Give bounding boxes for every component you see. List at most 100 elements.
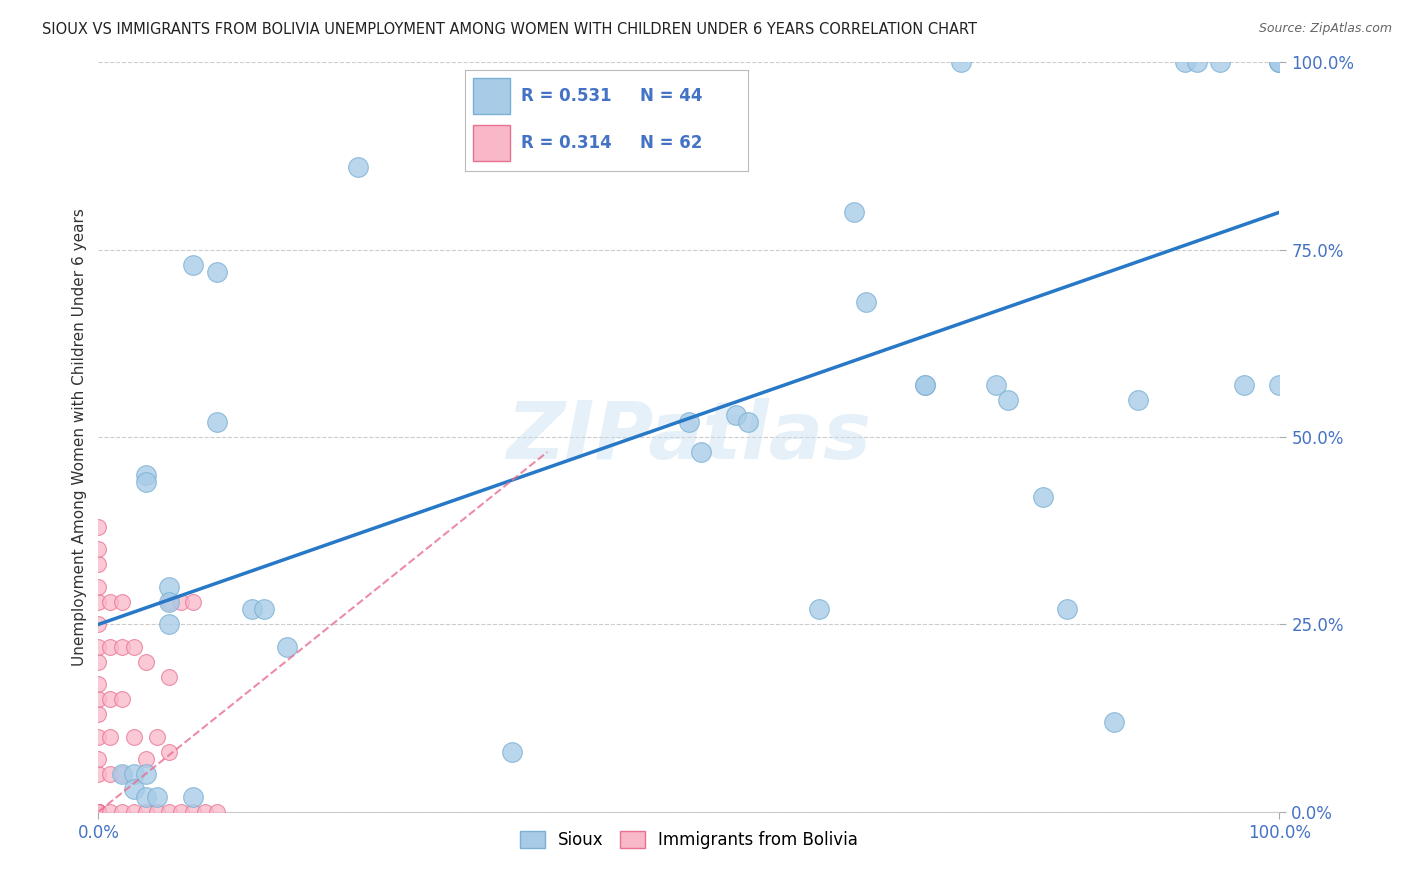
- Point: [111, 595, 134, 609]
- Point: [87, 805, 110, 819]
- Point: [146, 730, 169, 744]
- Point: [87, 692, 110, 706]
- Point: [135, 655, 157, 669]
- Point: [98, 595, 121, 609]
- Point: [87, 767, 110, 781]
- Point: [1268, 55, 1291, 70]
- Point: [87, 542, 110, 557]
- Text: ZIPatlas: ZIPatlas: [506, 398, 872, 476]
- Point: [87, 730, 110, 744]
- Text: SIOUX VS IMMIGRANTS FROM BOLIVIA UNEMPLOYMENT AMONG WOMEN WITH CHILDREN UNDER 6 : SIOUX VS IMMIGRANTS FROM BOLIVIA UNEMPLO…: [42, 22, 977, 37]
- Point: [87, 805, 110, 819]
- Point: [170, 805, 193, 819]
- Point: [157, 670, 180, 684]
- Point: [181, 595, 204, 609]
- Point: [98, 730, 121, 744]
- Point: [111, 692, 134, 706]
- Point: [87, 805, 110, 819]
- Point: [205, 415, 228, 429]
- Point: [87, 752, 110, 766]
- Point: [87, 805, 110, 819]
- Point: [501, 745, 523, 759]
- Point: [135, 752, 157, 766]
- Point: [997, 392, 1019, 407]
- Point: [87, 805, 110, 819]
- Text: Source: ZipAtlas.com: Source: ZipAtlas.com: [1258, 22, 1392, 36]
- Point: [98, 692, 121, 706]
- Point: [122, 782, 145, 797]
- Point: [205, 265, 228, 279]
- Point: [87, 805, 110, 819]
- Point: [87, 805, 110, 819]
- Point: [111, 767, 134, 781]
- Point: [111, 805, 134, 819]
- Point: [87, 640, 110, 654]
- Point: [181, 789, 204, 804]
- Point: [689, 445, 711, 459]
- Point: [87, 655, 110, 669]
- Point: [157, 745, 180, 759]
- Point: [87, 558, 110, 572]
- Point: [844, 205, 866, 219]
- Point: [170, 595, 193, 609]
- Point: [122, 640, 145, 654]
- Point: [181, 805, 204, 819]
- Point: [914, 377, 936, 392]
- Point: [87, 617, 110, 632]
- Point: [146, 789, 169, 804]
- Point: [1126, 392, 1149, 407]
- Point: [135, 789, 157, 804]
- Point: [1056, 602, 1078, 616]
- Point: [87, 805, 110, 819]
- Point: [1268, 55, 1291, 70]
- Point: [87, 707, 110, 722]
- Point: [122, 805, 145, 819]
- Point: [87, 595, 110, 609]
- Point: [135, 475, 157, 489]
- Point: [87, 580, 110, 594]
- Point: [87, 677, 110, 691]
- Point: [87, 805, 110, 819]
- Point: [98, 767, 121, 781]
- Legend: Sioux, Immigrants from Bolivia: Sioux, Immigrants from Bolivia: [513, 824, 865, 855]
- Point: [122, 730, 145, 744]
- Point: [146, 805, 169, 819]
- Point: [122, 767, 145, 781]
- Point: [135, 467, 157, 482]
- Point: [181, 258, 204, 272]
- Point: [87, 805, 110, 819]
- Point: [807, 602, 830, 616]
- Point: [205, 805, 228, 819]
- Point: [87, 805, 110, 819]
- Point: [87, 805, 110, 819]
- Point: [1102, 714, 1125, 729]
- Point: [157, 805, 180, 819]
- Point: [87, 805, 110, 819]
- Point: [157, 580, 180, 594]
- Point: [276, 640, 298, 654]
- Point: [157, 595, 180, 609]
- Point: [1209, 55, 1232, 70]
- Point: [135, 767, 157, 781]
- Point: [855, 295, 877, 310]
- Point: [135, 805, 157, 819]
- Point: [87, 805, 110, 819]
- Point: [240, 602, 263, 616]
- Point: [1268, 55, 1291, 70]
- Point: [1185, 55, 1208, 70]
- Point: [87, 805, 110, 819]
- Point: [949, 55, 972, 70]
- Point: [98, 805, 121, 819]
- Point: [157, 617, 180, 632]
- Point: [1174, 55, 1197, 70]
- Point: [194, 805, 217, 819]
- Point: [253, 602, 276, 616]
- Point: [157, 595, 180, 609]
- Point: [678, 415, 700, 429]
- Point: [1032, 490, 1054, 504]
- Point: [87, 805, 110, 819]
- Point: [737, 415, 759, 429]
- Point: [725, 408, 748, 422]
- Point: [98, 640, 121, 654]
- Point: [1268, 377, 1291, 392]
